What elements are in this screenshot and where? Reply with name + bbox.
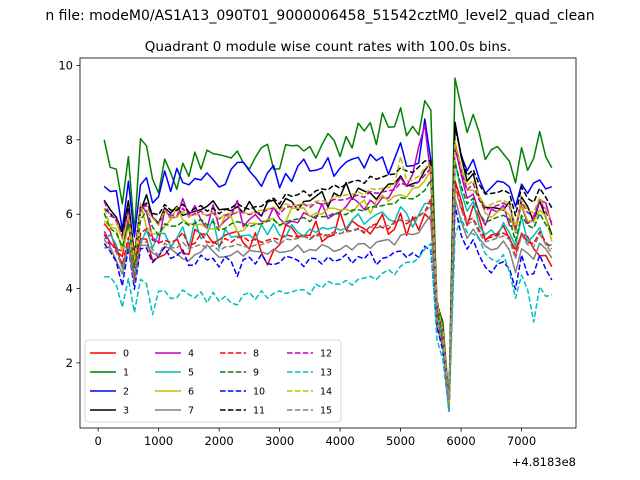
chart-title: Quadrant 0 module wise count rates with … <box>145 39 511 55</box>
legend-label-7: 7 <box>188 406 194 417</box>
legend-label-8: 8 <box>253 349 259 360</box>
y-tick-label: 8 <box>66 133 73 147</box>
figure-suptitle: n file: modeM0/AS1A13_090T01_9000006458_… <box>45 8 594 24</box>
x-tick-label: 1000 <box>144 434 173 448</box>
series-line-10 <box>103 204 553 412</box>
series-line-14 <box>103 140 553 407</box>
x-offset-text: +4.8183e8 <box>512 455 576 469</box>
series-line-1 <box>103 77 553 404</box>
series-line-7 <box>104 197 553 413</box>
legend-label-4: 4 <box>188 349 194 360</box>
series-line-5 <box>103 159 552 408</box>
legend-label-12: 12 <box>320 349 332 360</box>
legend-label-11: 11 <box>253 406 265 417</box>
legend-label-0: 0 <box>123 349 129 360</box>
x-tick-label: 2000 <box>204 434 233 448</box>
x-tick-label: 4000 <box>325 434 354 448</box>
series-line-13 <box>104 217 552 414</box>
legend-label-15: 15 <box>320 406 332 417</box>
y-tick-label: 10 <box>58 58 73 72</box>
plot-area: 0 1000 2000 3000 4000 5000 6000 700024681001234… <box>58 57 577 448</box>
y-tick-label: 6 <box>66 207 73 221</box>
legend-label-9: 9 <box>253 368 259 379</box>
legend-label-6: 6 <box>188 387 194 398</box>
y-tick-label: 2 <box>66 356 73 370</box>
x-tick-label: 0 <box>94 434 101 448</box>
axes-frame <box>79 57 577 429</box>
legend-label-10: 10 <box>253 387 265 398</box>
series-line-12 <box>103 143 553 407</box>
series-line-9 <box>103 161 553 408</box>
legend-label-14: 14 <box>320 387 332 398</box>
legend-label-1: 1 <box>123 368 129 379</box>
legend-label-3: 3 <box>123 406 129 417</box>
legend-label-5: 5 <box>188 368 194 379</box>
legend-label-13: 13 <box>320 368 332 379</box>
x-tick-label: 6000 <box>446 434 475 448</box>
x-tick-label: 7000 <box>507 434 536 448</box>
series-line-15 <box>103 186 553 411</box>
x-tick-label: 5000 <box>386 434 415 448</box>
series-line-2 <box>103 118 553 405</box>
legend-label-2: 2 <box>123 387 129 398</box>
legend-box <box>84 339 342 423</box>
x-tick-label: 3000 <box>265 434 294 448</box>
series-line-0 <box>103 179 553 410</box>
series-line-11 <box>103 126 553 406</box>
y-tick-label: 4 <box>66 282 73 296</box>
